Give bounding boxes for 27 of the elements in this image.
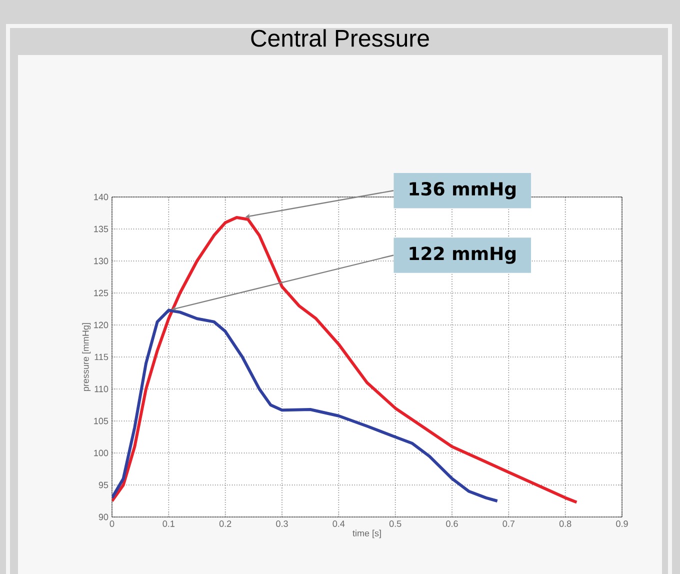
chart-title: Central Pressure [251, 29, 429, 47]
x-tick-label: 0.1 [162, 520, 174, 527]
x-tick-label: 0 [110, 520, 114, 527]
line-series [112, 308, 499, 502]
y-tick-label: 130 [94, 258, 108, 264]
y-tick-label: 90 [98, 514, 108, 520]
x-tick-label: 0.6 [446, 520, 458, 527]
y-tick-label: 100 [94, 450, 108, 456]
y-tick-label: 140 [94, 194, 108, 200]
x-tick-label: 0.5 [389, 520, 402, 527]
y-tick-label: 95 [98, 482, 108, 488]
x-axis-title: time [s] [352, 530, 381, 538]
x-tick-label: 0.4 [332, 520, 345, 527]
x-tick-label: 0.7 [502, 520, 514, 527]
y-tick-label: 110 [94, 386, 108, 392]
annotation: 136 mmHg [410, 182, 516, 200]
y-tick-label: 105 [94, 418, 108, 424]
x-tick-label: 0.8 [559, 520, 572, 527]
y-tick-label: 135 [94, 226, 108, 232]
y-axis-title: pressure [mmHg] [82, 323, 91, 391]
y-tick-label: 120 [94, 322, 108, 328]
annotation: 122 mmHg [410, 246, 516, 264]
x-tick-label: 0.9 [616, 520, 628, 527]
y-tick-label: 115 [94, 354, 108, 360]
x-tick-label: 0.2 [219, 520, 232, 527]
y-tick-label: 125 [94, 290, 108, 296]
x-tick-label: 0.3 [276, 520, 288, 527]
